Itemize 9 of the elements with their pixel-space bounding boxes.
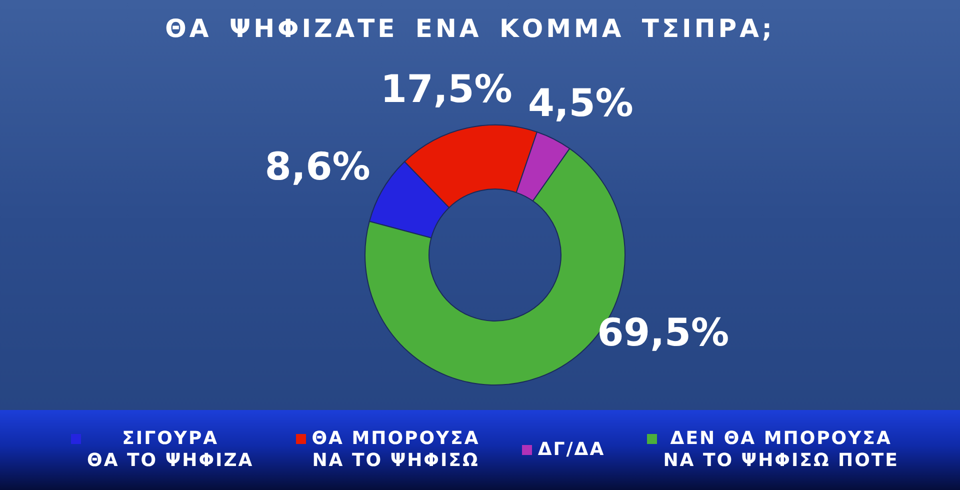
data-label: 17,5% (380, 66, 512, 111)
slice-label: ΔΕΝ ΘΑ ΜΠΟΡΟΥΣΑ ΝΑ ΤΟ ΨΗΦΙΣΩ ΠΟΤΕ (663, 428, 899, 472)
legend-label: ΘΑ ΜΠΟΡΟΥΣΑ ΝΑ ΤΟ ΨΗΦΙΣΩ (312, 428, 480, 472)
data-label: 8,6% (264, 144, 370, 188)
data-label: 69,5% (597, 310, 730, 355)
legend-label: ΔΓ/ΔΑ (538, 439, 606, 461)
chart-title: ΘΑ ΨΗΦΙΖΑΤΕ ΕΝΑ ΚΟΜΜΑ ΤΣΙΠΡΑ; (164, 14, 776, 43)
data-label: 4,5% (528, 80, 634, 125)
legend-label: ΣΙΓΟΥΡΑ ΘΑ ΤΟ ΨΗΦΙΖΑ (87, 428, 254, 472)
